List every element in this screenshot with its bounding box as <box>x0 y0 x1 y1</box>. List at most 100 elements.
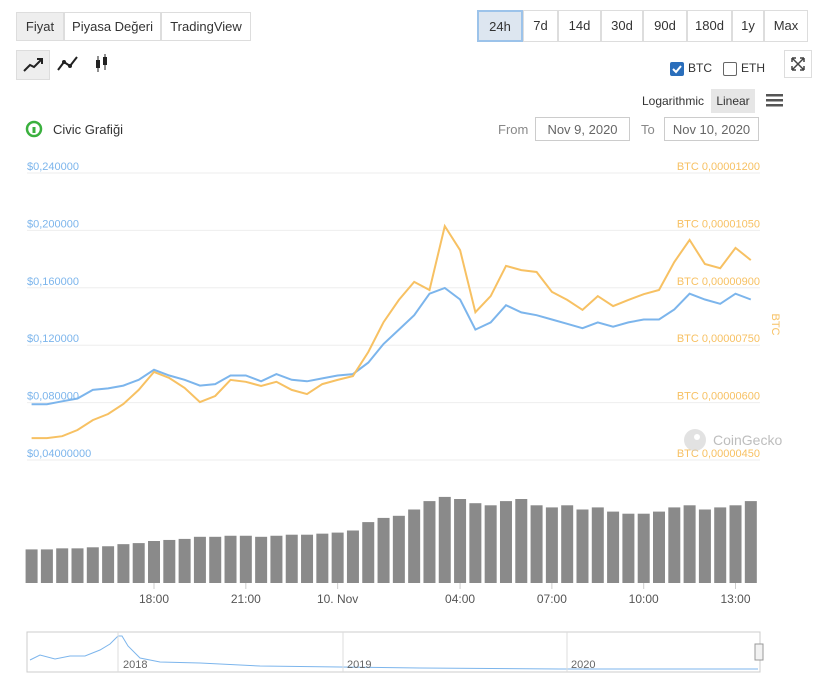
volume-bar <box>224 535 237 583</box>
x-tick-label: 10:00 <box>629 592 659 606</box>
y2-axis-label: BTC <box>769 314 781 336</box>
y2-tick-label: BTC 0,00001050 <box>677 218 760 230</box>
volume-bar <box>408 509 421 583</box>
volume-bar <box>484 505 497 583</box>
volume-bar <box>239 535 252 583</box>
range-button[interactable]: 14d <box>558 10 601 42</box>
volume-bar <box>668 507 681 583</box>
volume-bar <box>86 547 99 583</box>
ohlc-line-button[interactable] <box>50 50 84 80</box>
range-button[interactable]: 180d <box>687 10 732 42</box>
x-tick-label: 18:00 <box>139 592 169 606</box>
x-tick-label: 04:00 <box>445 592 475 606</box>
y2-tick-label: BTC 0,00000600 <box>677 391 760 403</box>
series-line <box>31 286 752 406</box>
range-button[interactable]: Max <box>764 10 808 42</box>
range-button[interactable]: 7d <box>523 10 558 42</box>
y2-tick-label: BTC 0,00000750 <box>677 333 760 345</box>
navigator-label: 2020 <box>571 659 595 671</box>
candlestick-button[interactable] <box>84 50 118 80</box>
tab[interactable]: TradingView <box>161 12 251 41</box>
volume-bar <box>454 499 467 583</box>
volume-bar <box>301 534 314 583</box>
x-tick-label: 10. Nov <box>317 592 358 606</box>
range-button[interactable]: 90d <box>643 10 687 42</box>
from-date-input[interactable]: Nov 9, 2020 <box>535 117 630 141</box>
checkbox[interactable] <box>723 62 737 76</box>
y2-tick-label: BTC 0,00001200 <box>677 161 760 173</box>
volume-bar <box>622 513 635 583</box>
navigator-label: 2018 <box>123 659 147 671</box>
volume-bar <box>255 536 268 583</box>
volume-bar <box>40 549 53 583</box>
watermark: CoinGecko <box>684 429 782 451</box>
checkbox-label: BTC <box>688 61 712 75</box>
volume-bar <box>653 511 666 583</box>
volume-bar <box>346 530 359 583</box>
volume-bar <box>117 544 130 583</box>
volume-bar <box>25 549 38 583</box>
fullscreen-button[interactable] <box>784 50 812 78</box>
y-tick-label: $0,160000 <box>27 276 79 288</box>
volume-bar <box>744 501 757 583</box>
scale-button[interactable]: Logarithmic <box>641 94 705 108</box>
x-tick-label: 13:00 <box>721 592 751 606</box>
line-chart-button[interactable] <box>16 50 50 80</box>
volume-bar <box>438 496 451 583</box>
volume-bar <box>530 505 543 583</box>
volume-bar <box>270 535 283 583</box>
tab[interactable]: Fiyat <box>16 12 64 41</box>
volume-bar <box>515 499 528 583</box>
icon <box>57 56 78 71</box>
to-label: To <box>641 122 655 137</box>
volume-bar <box>148 541 161 583</box>
chart-title: Civic Grafiği <box>53 122 124 137</box>
range-button[interactable]: 30d <box>601 10 643 42</box>
volume-bar <box>423 501 436 583</box>
y-tick-label: $0,240000 <box>27 161 79 173</box>
volume-bar <box>178 538 191 583</box>
watermark-text: CoinGecko <box>713 432 782 448</box>
x-tick-label: 07:00 <box>537 592 567 606</box>
volume-bar <box>591 507 604 583</box>
scale-button[interactable]: Linear <box>711 89 755 113</box>
volume-bar <box>499 501 512 583</box>
navigator-handle[interactable] <box>754 643 764 661</box>
volume-bar <box>56 548 69 583</box>
navigator-label: 2019 <box>347 659 371 671</box>
range-button[interactable]: 24h <box>477 10 523 42</box>
volume-bar <box>469 503 482 583</box>
volume-bar <box>285 534 298 583</box>
x-tick-label: 21:00 <box>231 592 261 606</box>
volume-bar <box>193 536 206 583</box>
y2-tick-label: BTC 0,00000900 <box>677 276 760 288</box>
volume-bar <box>698 509 711 583</box>
icon <box>96 54 107 72</box>
volume-bar <box>132 543 145 583</box>
volume-bar <box>714 507 727 583</box>
volume-bar <box>561 505 574 583</box>
menu-icon[interactable] <box>766 93 786 109</box>
volume-bar <box>545 507 558 583</box>
y-tick-label: $0,04000000 <box>27 448 91 460</box>
series-line <box>31 223 752 440</box>
volume-bar <box>102 546 115 583</box>
y2-tick-label: BTC 0,00000450 <box>677 448 760 460</box>
volume-bar <box>607 511 620 583</box>
volume-bar <box>362 522 375 583</box>
y-tick-label: $0,080000 <box>27 391 79 403</box>
check <box>672 65 682 74</box>
range-button[interactable]: 1y <box>732 10 764 42</box>
volume-bar <box>637 513 650 583</box>
volume-bar <box>331 532 344 583</box>
volume-bar <box>392 515 405 583</box>
volume-bar <box>576 509 589 583</box>
tab[interactable]: Piyasa Değeri <box>64 12 161 41</box>
volume-bar <box>316 533 329 583</box>
chart: 13:00 10:00 07:00 04:00 10. Nov 21:00 18:00 BTC… <box>25 161 782 673</box>
checkbox[interactable] <box>670 62 684 76</box>
icon <box>23 58 43 72</box>
to-date-input[interactable]: Nov 10, 2020 <box>664 117 759 141</box>
navigator-line <box>29 635 758 670</box>
